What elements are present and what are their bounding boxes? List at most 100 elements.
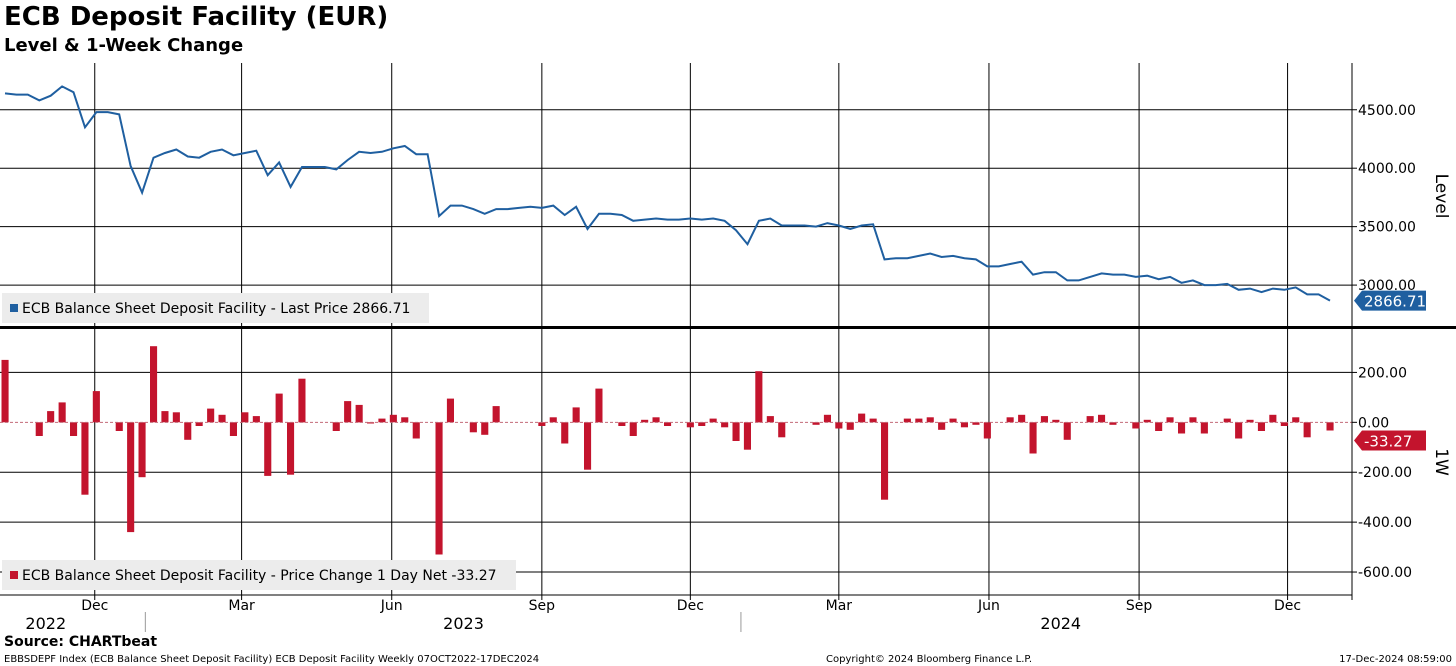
panel-separator	[0, 326, 1456, 329]
year-label: 2022	[25, 614, 66, 633]
change-bar	[115, 422, 123, 431]
change-bar	[378, 418, 386, 423]
source-note: Source: CHARTbeat	[4, 634, 158, 650]
change-tick-label: -200.00	[1358, 465, 1412, 481]
change-bar	[538, 422, 546, 426]
change-bar	[1292, 417, 1300, 423]
change-bar	[1052, 419, 1060, 423]
footer-index-info: EBBSDEPF Index (ECB Balance Sheet Deposi…	[4, 654, 540, 665]
month-label: Mar	[228, 598, 255, 614]
change-bar	[1166, 417, 1174, 423]
change-tick-label: 200.00	[1358, 365, 1407, 381]
change-bar	[903, 418, 911, 423]
change-bar	[287, 422, 295, 475]
change-bar	[915, 418, 923, 423]
chart-title: ECB Deposit Facility (EUR)	[4, 2, 389, 32]
change-zero-tick-label: 0.00	[1358, 415, 1389, 431]
change-bar	[972, 422, 980, 425]
change-bar	[241, 412, 249, 423]
change-bar	[35, 422, 43, 436]
change-bar	[812, 422, 820, 425]
change-bar	[572, 407, 580, 423]
change-bar	[1098, 414, 1106, 423]
level-tick-label: 4000.00	[1358, 161, 1416, 177]
change-bar	[229, 422, 237, 436]
change-bar	[561, 422, 569, 444]
change-tick-label: -600.00	[1358, 565, 1412, 581]
change-last-value-tag-bg	[1354, 430, 1426, 451]
change-bar	[389, 414, 397, 423]
level-axis-title: Level	[1431, 174, 1451, 219]
month-label: Mar	[826, 598, 853, 614]
change-bar	[252, 416, 260, 423]
change-bar	[664, 422, 672, 426]
change-bar	[70, 422, 78, 436]
change-bar	[858, 413, 866, 423]
change-bar	[926, 417, 934, 423]
change-bar	[127, 422, 135, 533]
change-bar	[1246, 419, 1254, 423]
month-label: Dec	[677, 598, 704, 614]
level-tick-label: 4500.00	[1358, 103, 1416, 119]
change-bar	[881, 422, 889, 500]
change-bar	[1269, 414, 1277, 423]
change-bar	[823, 414, 831, 423]
change-bar	[264, 422, 272, 476]
change-bar	[1006, 417, 1014, 423]
change-bar	[1189, 417, 1197, 423]
level-series-line	[4, 85, 1331, 302]
change-bar	[435, 422, 443, 555]
month-label: Jun	[977, 598, 1000, 614]
change-bar	[709, 418, 717, 423]
footer-copyright: Copyright© 2024 Bloomberg Finance L.P.	[826, 654, 1033, 665]
change-bar	[960, 422, 968, 428]
change-bar	[1280, 422, 1288, 426]
month-label: Dec	[1274, 598, 1301, 614]
change-bar	[938, 422, 946, 430]
change-bar	[298, 378, 306, 423]
change-bar	[618, 422, 626, 426]
change-bar	[332, 422, 340, 431]
change-bar	[1029, 422, 1037, 454]
change-legend-swatch	[10, 571, 18, 579]
change-bar	[732, 422, 740, 441]
change-legend-box	[2, 560, 516, 590]
change-last-value-tag-label: -33.27	[1364, 433, 1412, 451]
change-bar	[778, 422, 786, 438]
month-label: Sep	[529, 598, 556, 614]
change-bar	[652, 417, 660, 423]
change-bar	[1109, 422, 1117, 425]
change-bar	[275, 393, 283, 423]
change-bar	[446, 398, 454, 423]
change-bar	[1143, 419, 1151, 423]
change-bar	[629, 422, 637, 436]
change-bar	[766, 416, 774, 423]
level-last-value-tag-bg	[1354, 290, 1426, 311]
level-tick-label: 3000.00	[1358, 278, 1416, 294]
change-bar	[469, 422, 477, 433]
change-bar	[1018, 414, 1026, 423]
month-label: Jun	[380, 598, 403, 614]
change-bar	[47, 411, 55, 423]
change-bar	[492, 406, 500, 423]
level-last-value-tag-label: 2866.71	[1364, 293, 1426, 311]
change-bar	[161, 411, 169, 423]
change-bar	[344, 401, 352, 423]
change-legend-text: ECB Balance Sheet Deposit Facility - Pri…	[22, 568, 497, 584]
change-bar	[1086, 416, 1094, 423]
change-bar	[218, 414, 226, 423]
change-bar	[1200, 422, 1208, 434]
change-bar	[367, 422, 375, 424]
year-label: 2024	[1040, 614, 1081, 633]
change-bar	[584, 422, 592, 470]
change-axis-title: 1W	[1431, 448, 1451, 476]
change-bar	[412, 422, 420, 439]
change-tick-label: -400.00	[1358, 515, 1412, 531]
month-label: Dec	[81, 598, 108, 614]
change-bar	[1040, 416, 1048, 423]
footer-timestamp: 17-Dec-2024 08:59:00	[1339, 654, 1452, 665]
change-bar	[481, 422, 489, 435]
change-bar	[1063, 422, 1071, 440]
change-bar	[81, 422, 89, 495]
